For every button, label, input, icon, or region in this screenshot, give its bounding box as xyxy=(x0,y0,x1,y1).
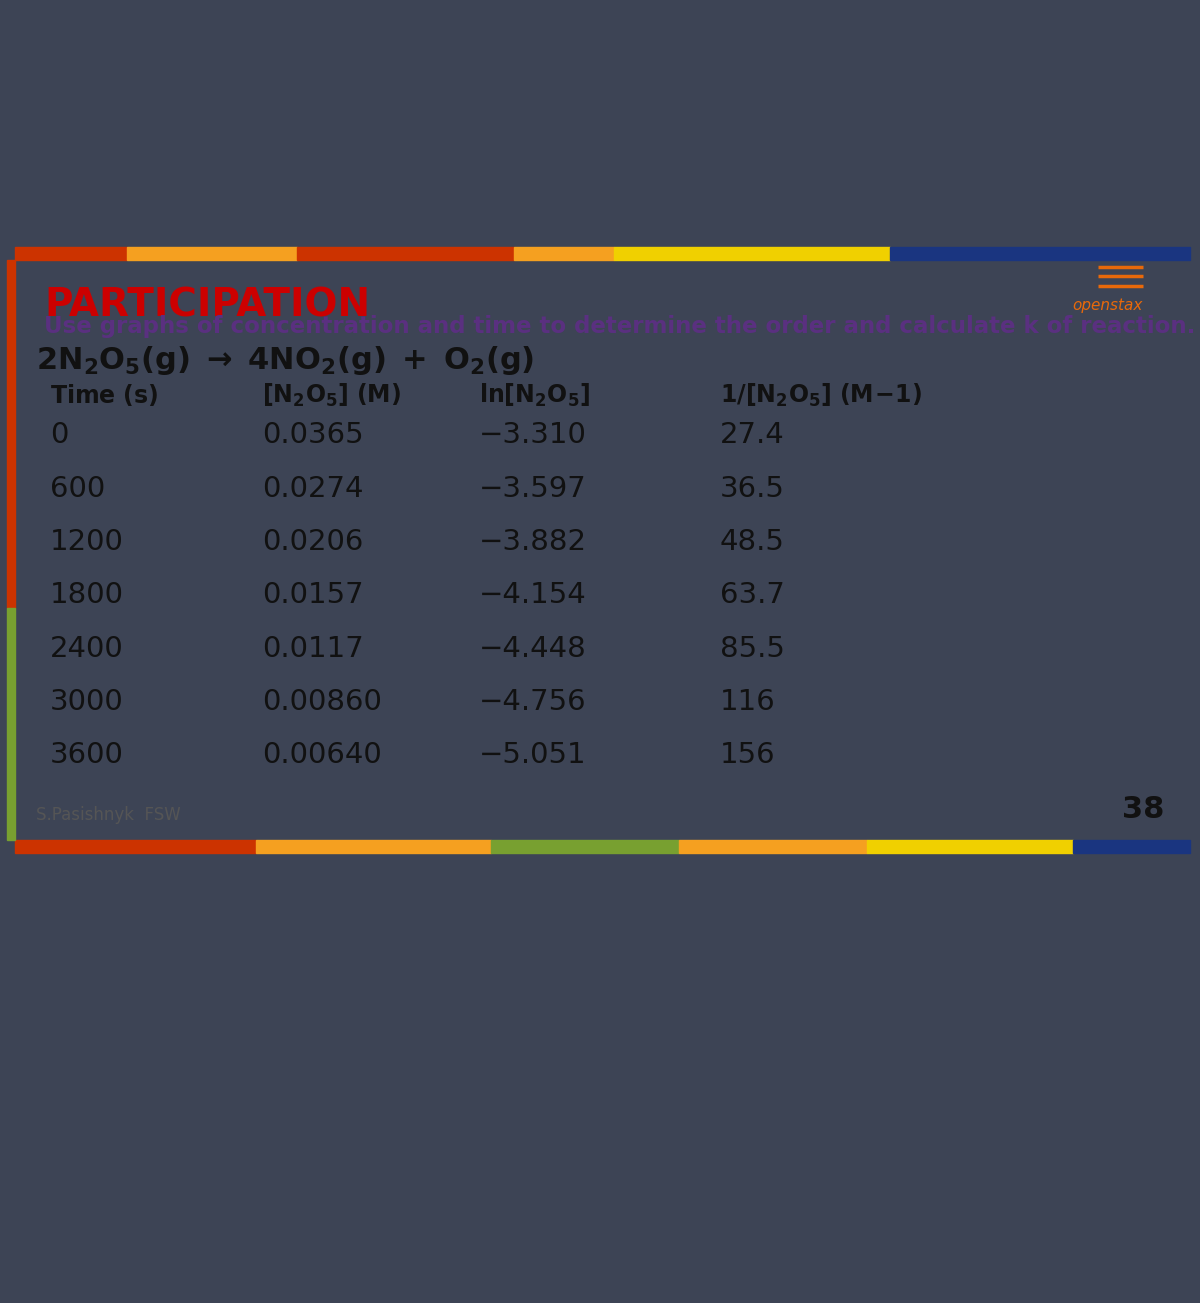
Text: 36.5: 36.5 xyxy=(720,474,785,503)
Text: 0.0365: 0.0365 xyxy=(262,421,364,450)
Bar xyxy=(7,261,14,609)
Text: $\bf{1/[N_2O_5]\ (M\!-\!1)}$: $\bf{1/[N_2O_5]\ (M\!-\!1)}$ xyxy=(720,382,922,409)
Text: 38: 38 xyxy=(1122,795,1164,823)
Text: 0.0206: 0.0206 xyxy=(262,528,364,556)
Text: openstax: openstax xyxy=(1073,297,1142,313)
Text: 0.0157: 0.0157 xyxy=(262,581,364,610)
Text: 1800: 1800 xyxy=(50,581,125,610)
Bar xyxy=(7,609,14,840)
Text: 156: 156 xyxy=(720,741,775,769)
Text: 116: 116 xyxy=(720,688,775,717)
Text: −5.051: −5.051 xyxy=(479,741,587,769)
Bar xyxy=(14,248,127,261)
Text: Use graphs of concentration and time to determine the order and calculate k of r: Use graphs of concentration and time to … xyxy=(44,315,1195,337)
Text: 0.0274: 0.0274 xyxy=(262,474,364,503)
Text: 48.5: 48.5 xyxy=(720,528,785,556)
Bar xyxy=(866,840,1073,852)
Text: −4.154: −4.154 xyxy=(479,581,587,610)
Bar xyxy=(127,248,298,261)
Text: −3.882: −3.882 xyxy=(479,528,587,556)
Text: 63.7: 63.7 xyxy=(720,581,785,610)
Bar xyxy=(298,248,515,261)
Text: −4.756: −4.756 xyxy=(479,688,587,717)
Text: 2400: 2400 xyxy=(50,635,124,663)
Bar xyxy=(679,840,866,852)
Text: $\bf{Time\ (s)}$: $\bf{Time\ (s)}$ xyxy=(50,382,158,408)
Bar xyxy=(515,248,614,261)
Text: 600: 600 xyxy=(50,474,106,503)
Text: −4.448: −4.448 xyxy=(479,635,587,663)
Text: 3000: 3000 xyxy=(50,688,124,717)
Text: 0.00640: 0.00640 xyxy=(262,741,382,769)
Text: 0: 0 xyxy=(50,421,68,450)
Text: 0.0117: 0.0117 xyxy=(262,635,364,663)
Bar xyxy=(1073,840,1190,852)
Bar xyxy=(614,248,890,261)
Text: −3.310: −3.310 xyxy=(479,421,587,450)
Bar xyxy=(491,840,679,852)
Bar xyxy=(256,840,491,852)
Text: S.Pasishnyk  FSW: S.Pasishnyk FSW xyxy=(36,805,181,823)
Text: 3600: 3600 xyxy=(50,741,124,769)
Text: 27.4: 27.4 xyxy=(720,421,785,450)
Text: −3.597: −3.597 xyxy=(479,474,587,503)
Text: 85.5: 85.5 xyxy=(720,635,785,663)
Bar xyxy=(14,840,256,852)
Text: 1200: 1200 xyxy=(50,528,124,556)
Text: $\bf{ln[N_2O_5]}$: $\bf{ln[N_2O_5]}$ xyxy=(479,382,590,409)
Text: $\bf{[N_2O_5]\ (M)}$: $\bf{[N_2O_5]\ (M)}$ xyxy=(262,382,401,409)
Text: $\mathbf{2N_2O_5(g)\ \rightarrow\ 4NO_2(g)\ +\ O_2(g)}$: $\mathbf{2N_2O_5(g)\ \rightarrow\ 4NO_2(… xyxy=(36,344,534,377)
Bar xyxy=(890,248,1190,261)
Text: PARTICIPATION: PARTICIPATION xyxy=(44,287,371,324)
Text: 0.00860: 0.00860 xyxy=(262,688,382,717)
